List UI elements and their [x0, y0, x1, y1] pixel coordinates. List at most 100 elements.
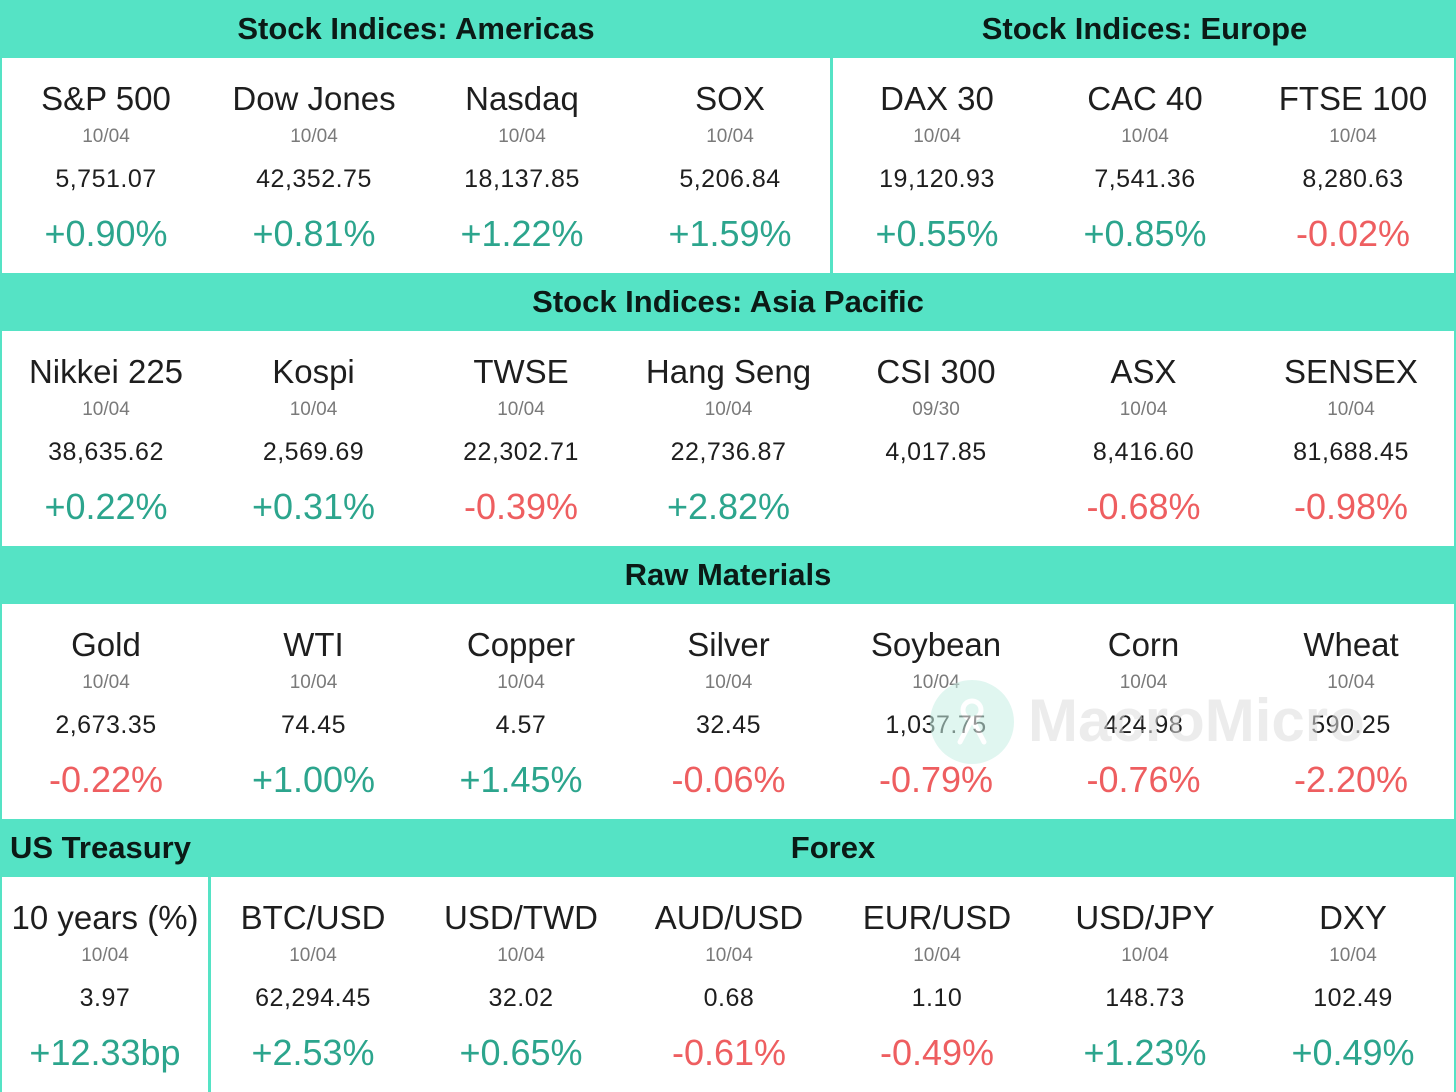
ticker-value: 32.02 — [488, 984, 554, 1012]
ticker-change: -0.61% — [671, 1032, 787, 1073]
ticker-card[interactable]: FTSE 100 10/04 8,280.63 -0.02% — [1249, 58, 1456, 273]
ticker-name: Dow Jones — [232, 80, 396, 117]
ticker-date: 10/04 — [290, 126, 338, 147]
ticker-date: 10/04 — [289, 399, 338, 420]
ticker-change: +0.22% — [44, 486, 168, 527]
panel-us-treasury: 10 years (%) 10/04 3.97 +12.33bp — [2, 877, 208, 1092]
header-americas: Stock Indices: Americas — [237, 11, 595, 46]
panel-raw-materials: Gold 10/04 2,673.35 -0.22% WTI 10/04 74.45 +1.0… — [2, 604, 1454, 819]
ticker-card[interactable]: DAX 30 10/04 19,120.93 +0.55% — [833, 58, 1041, 273]
ticker-card[interactable]: BTC/USD 10/04 62,294.45 +2.53% — [209, 877, 417, 1092]
ticker-change: +0.65% — [459, 1032, 583, 1073]
ticker-value: 8,416.60 — [1092, 438, 1195, 466]
ticker-name: Nikkei 225 — [28, 353, 184, 390]
ticker-value: 62,294.45 — [255, 984, 371, 1012]
band-asia-pacific: Stock Indices: Asia Pacific Nikkei 225 10… — [0, 273, 1456, 546]
ticker-name: Soybean — [870, 626, 1002, 663]
ticker-name: Silver — [687, 626, 770, 663]
ticker-card[interactable]: 10 years (%) 10/04 3.97 +12.33bp — [1, 877, 209, 1092]
ticker-card[interactable]: DXY 10/04 102.49 +0.49% — [1249, 877, 1456, 1092]
ticker-name: Wheat — [1303, 626, 1399, 663]
ticker-card[interactable]: SOX 10/04 5,206.84 +1.59% — [626, 58, 834, 273]
ticker-card[interactable]: CSI 300 09/30 4,017.85 — [832, 331, 1040, 546]
ticker-card[interactable]: CAC 40 10/04 7,541.36 +0.85% — [1041, 58, 1249, 273]
ticker-change: +0.55% — [875, 213, 999, 254]
ticker-change: -0.98% — [1293, 486, 1409, 527]
header-forex: Forex — [790, 830, 876, 865]
ticker-card[interactable]: ASX 10/04 8,416.60 -0.68% — [1040, 331, 1248, 546]
ticker-card[interactable]: S&P 500 10/04 5,751.07 +0.90% — [2, 58, 210, 273]
ticker-date: 10/04 — [1119, 672, 1168, 693]
ticker-name: Hang Seng — [645, 353, 812, 390]
ticker-name: Kospi — [272, 353, 355, 390]
ticker-date: 10/04 — [706, 126, 754, 147]
ticker-card[interactable]: TWSE 10/04 22,302.71 -0.39% — [417, 331, 625, 546]
ticker-value: 424.98 — [1103, 711, 1184, 739]
ticker-value: 1.10 — [911, 984, 963, 1012]
ticker-date: 10/04 — [913, 126, 961, 147]
ticker-card[interactable]: SENSEX 10/04 81,688.45 -0.98% — [1247, 331, 1455, 546]
panel-americas: S&P 500 10/04 5,751.07 +0.90% Dow Jones 10/04… — [2, 58, 830, 273]
ticker-value: 32.45 — [695, 711, 762, 739]
ticker-change: +12.33bp — [29, 1032, 181, 1073]
ticker-card[interactable]: Corn 10/04 424.98 -0.76% — [1040, 604, 1248, 819]
ticker-name: Nasdaq — [465, 80, 579, 117]
ticker-date: 10/04 — [704, 399, 753, 420]
ticker-date: 10/04 — [497, 399, 545, 420]
ticker-card[interactable]: WTI 10/04 74.45 +1.00% — [210, 604, 418, 819]
ticker-value: 18,137.85 — [464, 165, 580, 193]
ticker-name: S&P 500 — [41, 80, 171, 117]
ticker-date: 10/04 — [1327, 672, 1375, 693]
ticker-value: 19,120.93 — [879, 165, 995, 193]
ticker-value: 81,688.45 — [1293, 438, 1409, 466]
ticker-change: +1.23% — [1083, 1032, 1207, 1073]
ticker-card[interactable]: Wheat 10/04 590.25 -2.20% — [1247, 604, 1455, 819]
ticker-date: 10/04 — [82, 399, 130, 420]
ticker-name: TWSE — [473, 353, 569, 390]
ticker-card[interactable]: Dow Jones 10/04 42,352.75 +0.81% — [210, 58, 418, 273]
ticker-card[interactable]: Nasdaq 10/04 18,137.85 +1.22% — [418, 58, 626, 273]
band-treasury-forex: US Treasury Forex 10 years (%) 10/04 3.97 +… — [0, 819, 1456, 1092]
ticker-card[interactable]: EUR/USD 10/04 1.10 -0.49% — [833, 877, 1041, 1092]
ticker-date: 10/04 — [498, 126, 546, 147]
ticker-value: 42,352.75 — [256, 165, 372, 193]
ticker-date: 10/04 — [82, 126, 130, 147]
ticker-card[interactable]: Nikkei 225 10/04 38,635.62 +0.22% — [2, 331, 210, 546]
ticker-date: 10/04 — [912, 672, 960, 693]
ticker-card[interactable]: Silver 10/04 32.45 -0.06% — [625, 604, 833, 819]
ticker-value: 3.97 — [79, 984, 131, 1012]
ticker-date: 10/04 — [497, 945, 545, 966]
ticker-name: Gold — [71, 626, 141, 663]
ticker-card[interactable]: Hang Seng 10/04 22,736.87 +2.82% — [625, 331, 833, 546]
ticker-change: +1.00% — [251, 759, 376, 800]
ticker-card[interactable]: AUD/USD 10/04 0.68 -0.61% — [625, 877, 833, 1092]
ticker-date: 10/04 — [497, 672, 545, 693]
ticker-date: 10/04 — [1329, 126, 1377, 147]
ticker-card[interactable]: USD/JPY 10/04 148.73 +1.23% — [1041, 877, 1249, 1092]
header-us-treasury: US Treasury — [10, 830, 191, 865]
ticker-date: 10/04 — [289, 945, 337, 966]
ticker-name: USD/JPY — [1075, 899, 1215, 936]
ticker-card[interactable]: Gold 10/04 2,673.35 -0.22% — [2, 604, 210, 819]
ticker-name: DAX 30 — [880, 80, 994, 117]
ticker-value: 8,280.63 — [1302, 165, 1404, 193]
band-americas-europe: Stock Indices: Americas Stock Indices: E… — [0, 0, 1456, 273]
ticker-change: -0.68% — [1086, 486, 1201, 527]
ticker-name: 10 years (%) — [11, 899, 199, 936]
ticker-date: 10/04 — [1119, 399, 1168, 420]
panel-asia-pacific: Nikkei 225 10/04 38,635.62 +0.22% Kospi 10/04… — [2, 331, 1454, 546]
ticker-card[interactable]: Kospi 10/04 2,569.69 +0.31% — [210, 331, 418, 546]
ticker-value: 5,751.07 — [55, 165, 157, 193]
header-raw-materials: Raw Materials — [624, 557, 832, 592]
ticker-card[interactable]: Copper 10/04 4.57 +1.45% — [417, 604, 625, 819]
ticker-card[interactable]: USD/TWD 10/04 32.02 +0.65% — [417, 877, 625, 1092]
ticker-date: 10/04 — [82, 672, 130, 693]
ticker-card[interactable]: Soybean 10/04 1,037.75 -0.79% — [832, 604, 1040, 819]
ticker-value: 5,206.84 — [679, 165, 781, 193]
ticker-name: WTI — [283, 626, 344, 663]
ticker-change: +1.59% — [668, 213, 792, 254]
ticker-value: 590.25 — [1311, 711, 1391, 739]
ticker-value: 2,569.69 — [262, 438, 365, 466]
ticker-date: 10/04 — [289, 672, 338, 693]
ticker-change: +2.53% — [251, 1032, 375, 1073]
